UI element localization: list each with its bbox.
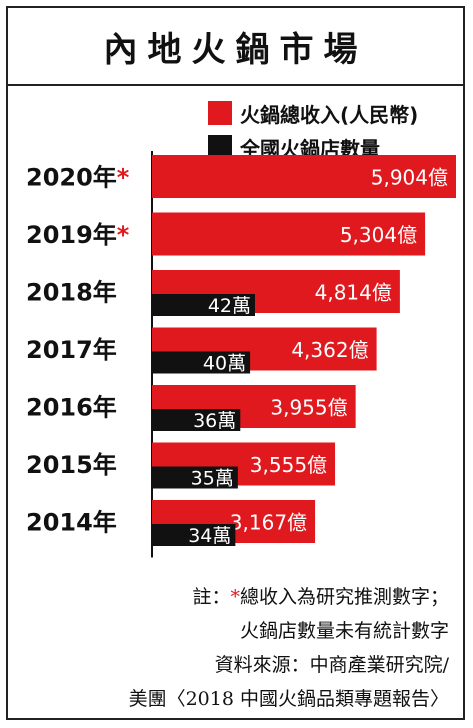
page-title: 內地火鍋市場 — [103, 30, 368, 70]
stores-bar — [152, 409, 241, 431]
footnote-line-1: 註：*總收入為研究推測數字； — [129, 580, 449, 614]
stores-bar — [152, 294, 255, 316]
footnote-line-3: 資料來源：中商產業研究院/ — [214, 654, 449, 676]
year-label: 2020年* — [26, 164, 130, 192]
year-label: 2014年 — [26, 509, 117, 537]
note-star: * — [230, 586, 240, 608]
footnotes: 註：*總收入為研究推測數字； 火鍋店數量未有統計數字 資料來源：中商產業研究院/… — [129, 580, 449, 716]
revenue-value-label: 5,904億 — [371, 166, 448, 190]
year-label: 2018年 — [26, 279, 117, 307]
stores-value-label: 42萬 — [208, 295, 251, 317]
footnote-line-2: 火鍋店數量未有統計數字 — [239, 620, 449, 642]
revenue-value-label: 5,304億 — [340, 223, 417, 247]
year-label: 2016年 — [26, 394, 117, 422]
year-label: 2015年 — [26, 451, 117, 479]
note-prefix: 註： — [192, 586, 231, 608]
stores-value-label: 40萬 — [203, 353, 246, 375]
stores-bar — [152, 524, 236, 546]
stores-bar — [152, 351, 251, 374]
note-text-1: 總收入為研究推測數字； — [239, 586, 449, 608]
legend-item-revenue: 火鍋總收入(人民幣) — [208, 96, 418, 130]
footnote-line-4: 美團〈2018 中國火鍋品類專題報告〉 — [128, 688, 449, 710]
revenue-value-label: 3,955億 — [270, 396, 347, 420]
revenue-value-label: 4,814億 — [315, 281, 392, 305]
legend-label-revenue: 火鍋總收入(人民幣) — [240, 102, 419, 127]
year-label: 2017年 — [26, 336, 117, 364]
legend-swatch-revenue — [208, 101, 232, 125]
chart-frame: 內地火鍋市場 火鍋總收入(人民幣) 全國火鍋店數量 註：*總收入為研究推測數字；… — [6, 6, 465, 720]
title-divider — [8, 84, 463, 86]
stores-value-label: 35萬 — [191, 468, 234, 490]
stores-bar — [152, 466, 238, 489]
revenue-value-label: 3,167億 — [230, 511, 307, 535]
year-label: 2019年* — [26, 221, 130, 249]
stores-value-label: 34萬 — [188, 525, 231, 547]
revenue-bar — [152, 155, 456, 198]
revenue-bar — [152, 212, 426, 256]
stores-value-label: 36萬 — [193, 410, 236, 432]
revenue-value-label: 3,555億 — [250, 453, 327, 477]
revenue-value-label: 4,362億 — [291, 338, 368, 362]
